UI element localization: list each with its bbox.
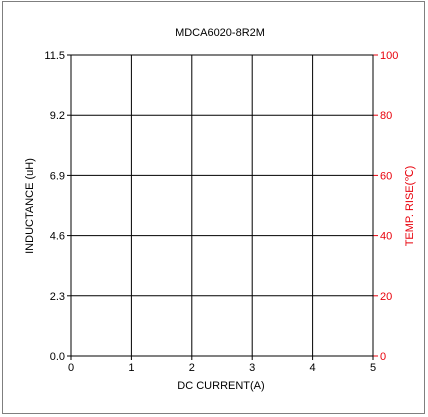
y-tick-label: 2.3 [50,291,65,303]
y-tick-label: 11.5 [44,50,65,62]
y-tick-label: 0.0 [50,351,65,363]
x-tick-label: 1 [128,362,134,374]
y-tick-label: 9.2 [50,110,65,122]
y-axis-label: INDUCTANCE (uH) [24,158,36,254]
x-tick-label: 0 [68,362,74,374]
y2-tick-labels: 0 20 40 60 80 100 [380,50,398,363]
y2-tick-label: 60 [380,170,392,182]
x-tick-label: 2 [189,362,195,374]
x-tick-label: 4 [310,362,316,374]
y-tick-label: 4.6 [50,231,65,243]
plot-border [70,54,374,357]
x-axis-label: DC CURRENT(A) [177,380,264,392]
y2-tick-label: 100 [380,50,398,62]
x-tick-label: 5 [370,362,376,374]
y2-tick-label: 40 [380,231,392,243]
y2-axis-label: TEMP. RISE(℃) [404,166,416,247]
chart-title: MDCA6020-8R2M [175,27,265,39]
x-tick-labels: 0 1 2 3 4 5 [68,362,376,374]
y-tick-labels: 0.0 2.3 4.6 6.9 9.2 11.5 [44,50,65,363]
y-tick-label: 6.9 [50,170,65,182]
y2-tick-label: 20 [380,291,392,303]
plot-grid [67,54,378,360]
chart-frame [2,1,425,414]
x-tick-label: 3 [249,362,255,374]
y2-tick-label: 0 [380,351,386,363]
y2-tick-label: 80 [380,110,392,122]
